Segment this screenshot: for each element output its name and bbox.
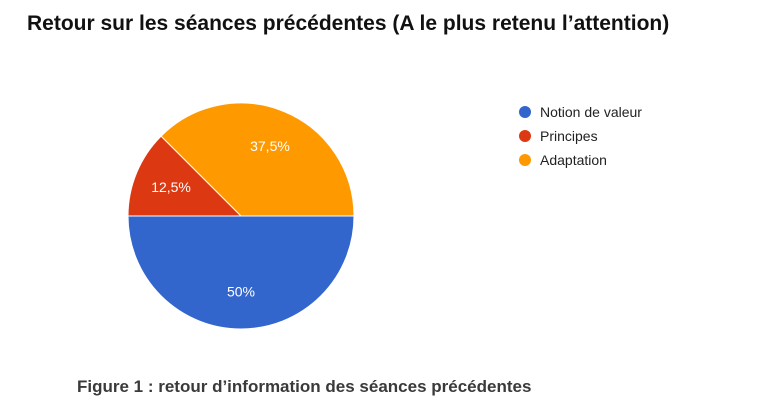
chart-title: Retour sur les séances précédentes (A le… [27,12,670,35]
legend-swatch-principes [519,130,531,142]
legend-item-adaptation: Adaptation [519,148,642,172]
legend-swatch-adaptation [519,154,531,166]
legend-swatch-notion-de-valeur [519,106,531,118]
legend-item-principes: Principes [519,124,642,148]
pie-slice-notion-de-valeur [127,215,355,330]
pie-slice-adaptation [160,102,355,217]
chart-legend: Notion de valeur Principes Adaptation [519,100,642,172]
legend-label-adaptation: Adaptation [540,152,607,168]
pie-label-notion-de-valeur: 50% [227,284,255,300]
legend-label-notion-de-valeur: Notion de valeur [540,104,642,120]
figure-caption: Figure 1 : retour d’information des séan… [77,377,532,396]
legend-label-principes: Principes [540,128,598,144]
legend-item-notion-de-valeur: Notion de valeur [519,100,642,124]
pie-label-principes: 12,5% [151,179,191,195]
pie-slice-principes [127,135,243,217]
pie-label-adaptation: 37,5% [250,138,290,154]
